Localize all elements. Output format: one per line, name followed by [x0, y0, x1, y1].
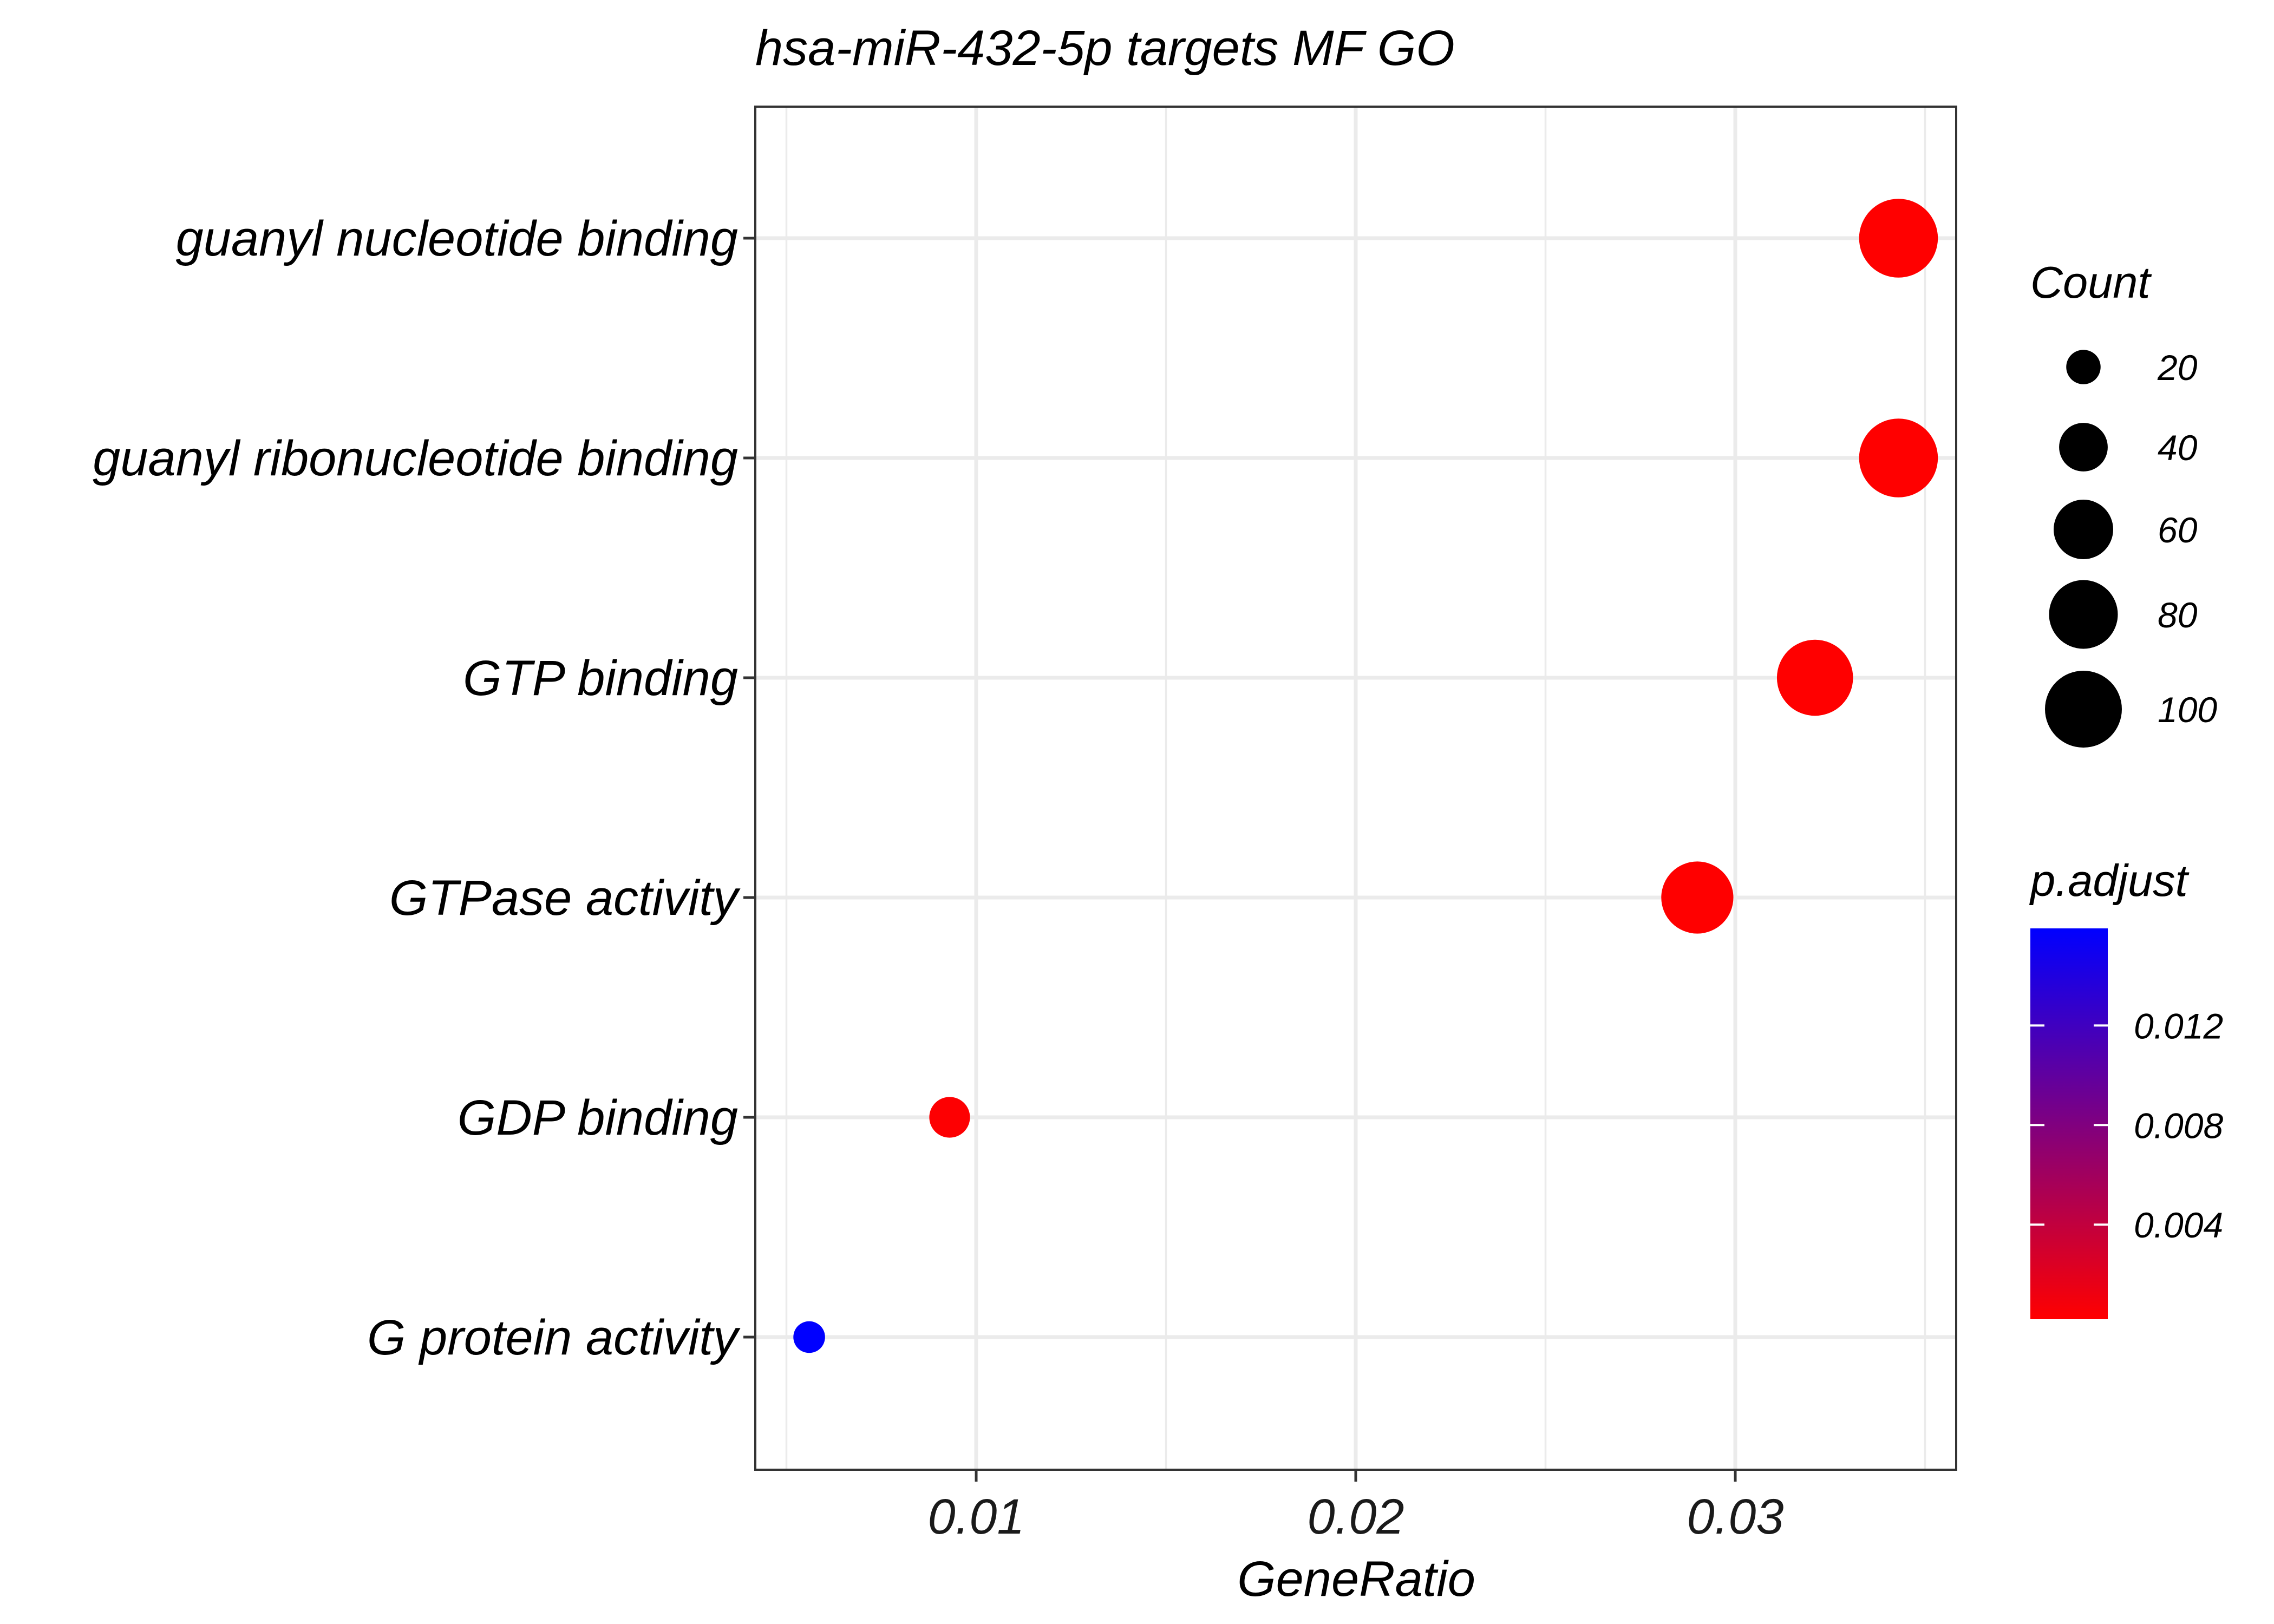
data-point: [929, 1097, 970, 1138]
size-legend-label: 60: [2158, 510, 2198, 550]
size-legend-title: Count: [2030, 257, 2152, 307]
size-legend-key: [2045, 671, 2122, 748]
colorbar-label: 0.012: [2134, 1006, 2223, 1046]
chart-title: hsa-miR-432-5p targets MF GO: [755, 21, 1455, 76]
minor-gridlines: [785, 107, 1926, 1470]
size-legend-key: [2066, 350, 2101, 384]
p-adjust-color-legend: p.adjust 0.004 0.008 0.012: [2029, 855, 2223, 1319]
data-point: [793, 1321, 825, 1353]
y-tick-label: guanyl nucleotide binding: [176, 211, 738, 266]
data-point: [1859, 199, 1938, 278]
x-axis: 0.01 0.02 0.03: [927, 1470, 1784, 1544]
size-legend-label: 20: [2157, 348, 2198, 388]
x-tick-label: 0.01: [927, 1489, 1024, 1544]
colorbar-label: 0.004: [2134, 1205, 2223, 1245]
size-legend-key: [2059, 423, 2108, 472]
y-tick-label: GDP binding: [458, 1090, 738, 1145]
x-tick-label: 0.03: [1687, 1489, 1783, 1544]
data-point: [1859, 418, 1938, 497]
size-legend-label: 100: [2158, 690, 2217, 730]
data-point: [1661, 861, 1734, 934]
x-tick-label: 0.02: [1307, 1489, 1404, 1544]
size-legend-label: 80: [2158, 595, 2198, 635]
count-size-legend: Count 20 40 60 80 100: [2030, 257, 2217, 748]
data-points: [793, 199, 1938, 1353]
size-legend-key: [2054, 500, 2113, 559]
y-axis: guanyl nucleotide binding guanyl ribonucl…: [93, 211, 755, 1365]
y-tick-label: guanyl ribonucleotide binding: [93, 431, 738, 486]
size-legend-key: [2049, 580, 2118, 649]
colorbar-label: 0.008: [2134, 1105, 2223, 1145]
y-tick-label: GTP binding: [463, 651, 738, 706]
y-tick-label: GTPase activity: [389, 870, 741, 926]
color-legend-title: p.adjust: [2029, 855, 2190, 906]
colorbar: [2030, 928, 2108, 1319]
data-point: [1776, 639, 1853, 716]
major-gridlines: [755, 107, 1956, 1470]
y-tick-label: G protein activity: [367, 1310, 741, 1365]
size-legend-label: 40: [2158, 428, 2198, 468]
x-axis-label: GeneRatio: [1237, 1551, 1475, 1607]
